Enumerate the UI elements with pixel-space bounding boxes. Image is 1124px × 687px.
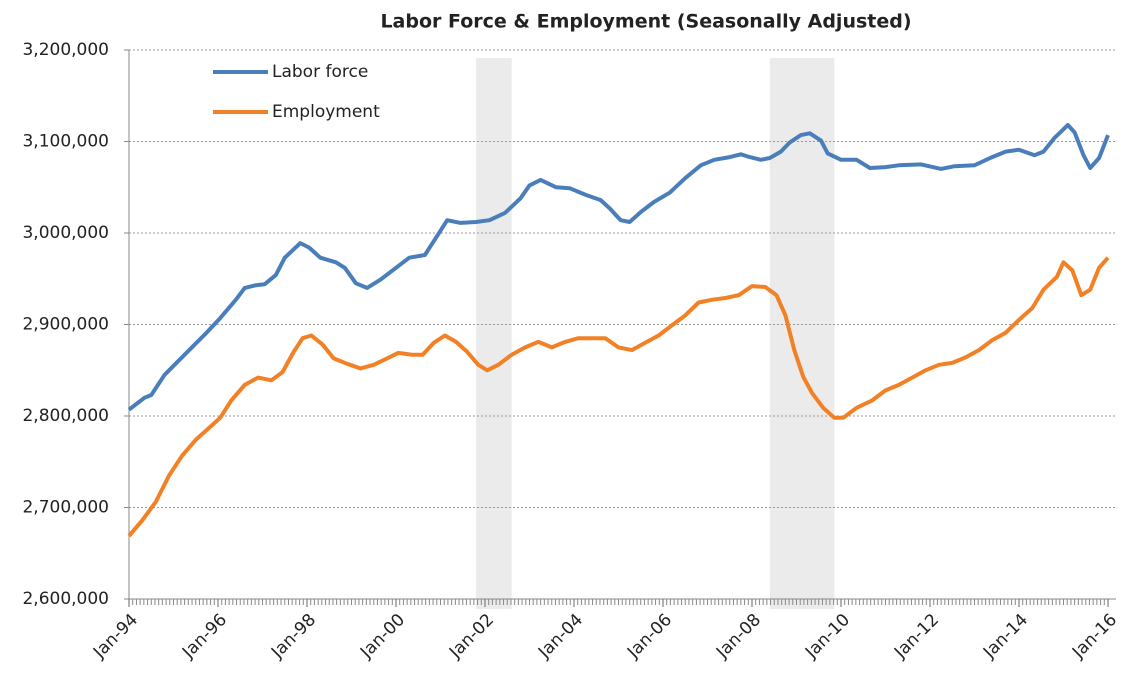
shaded-period <box>476 58 512 609</box>
minor-ticks <box>128 599 1109 605</box>
series-line <box>127 123 1110 412</box>
y-tick-label: 2,700,000 <box>22 498 109 518</box>
x-tick-label: Jan-96 <box>178 610 231 663</box>
y-tick-label: 2,600,000 <box>22 589 109 609</box>
y-tick-label: 2,800,000 <box>22 406 109 426</box>
legend-label: Employment <box>272 102 380 122</box>
legend-label: Labor force <box>272 62 368 82</box>
x-tick-label: Jan-12 <box>890 610 943 663</box>
x-tick-label: Jan-06 <box>623 610 676 663</box>
x-tick-label: Jan-98 <box>267 610 320 663</box>
x-tick-label: Jan-16 <box>1068 610 1121 663</box>
x-tick-label: Jan-10 <box>801 610 854 663</box>
y-tick-label: 3,200,000 <box>22 40 109 60</box>
x-tick-label: Jan-08 <box>712 610 765 663</box>
y-tick-label: 3,000,000 <box>22 223 109 243</box>
y-tick-label: 2,900,000 <box>22 315 109 335</box>
series-line <box>127 256 1110 538</box>
x-tick-label: Jan-04 <box>534 610 587 663</box>
x-tick-label: Jan-94 <box>89 610 142 663</box>
shaded-period <box>769 58 835 609</box>
x-tick-label: Jan-00 <box>356 610 409 663</box>
x-tick-label: Jan-14 <box>979 610 1032 663</box>
chart-title: Labor Force & Employment (Seasonally Adj… <box>380 11 911 33</box>
y-tick-label: 3,100,000 <box>22 132 109 152</box>
x-tick-label: Jan-02 <box>445 610 498 663</box>
